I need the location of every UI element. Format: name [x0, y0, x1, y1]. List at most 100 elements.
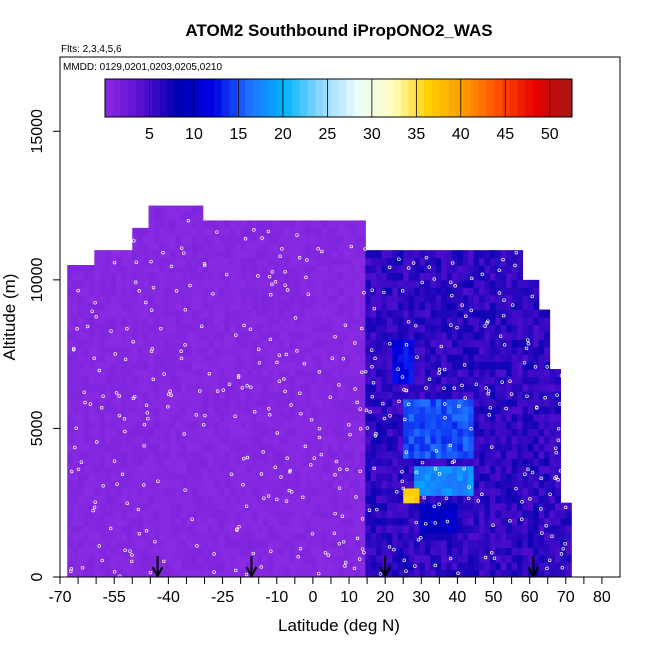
field-cell: [132, 235, 139, 244]
sample-point: [251, 551, 256, 556]
field-cell: [527, 450, 534, 459]
field-cell: [164, 309, 171, 318]
field-cell: [435, 525, 442, 534]
field-cell: [224, 510, 231, 519]
field-cell: [197, 317, 204, 326]
field-cell: [452, 510, 459, 519]
field-cell: [153, 539, 160, 548]
field-cell: [446, 517, 453, 526]
field-cell: [386, 443, 393, 452]
field-cell: [284, 265, 291, 274]
field-cell: [376, 458, 383, 467]
field-cell: [517, 562, 524, 571]
field-cell: [332, 257, 339, 266]
field-cell: [229, 435, 236, 444]
field-cell: [229, 346, 236, 355]
field-cell: [332, 487, 339, 496]
sample-point: [195, 544, 199, 548]
field-cell: [256, 317, 263, 326]
field-cell: [202, 517, 209, 526]
field-cell: [305, 383, 312, 392]
field-cell: [78, 495, 85, 504]
field-cell: [181, 213, 188, 222]
field-cell: [414, 250, 421, 259]
sample-point: [558, 469, 563, 473]
field-cell: [311, 539, 318, 548]
field-cell: [359, 346, 366, 355]
field-cell: [88, 480, 95, 489]
field-cell: [88, 458, 95, 467]
sample-point: [437, 502, 441, 507]
field-cell: [186, 435, 193, 444]
sample-point: [109, 329, 113, 333]
field-cell: [99, 383, 106, 392]
field-cell: [354, 376, 361, 385]
field-cell: [262, 361, 269, 370]
field-cell: [213, 539, 220, 548]
field-cell: [506, 458, 513, 467]
field-cell: [186, 361, 193, 370]
field-cell: [246, 309, 253, 318]
field-cell: [159, 421, 166, 430]
field-cell: [202, 279, 209, 288]
field-cell: [479, 517, 486, 526]
sample-point: [93, 300, 97, 305]
field-cell: [132, 361, 139, 370]
field-cell: [517, 309, 524, 318]
field-cell: [143, 287, 150, 296]
field-cell: [495, 383, 502, 392]
field-cell: [300, 443, 307, 452]
field-cell: [506, 331, 513, 340]
field-cell: [370, 391, 377, 400]
field-cell: [99, 413, 106, 422]
field-cell: [408, 302, 415, 311]
field-cell: [327, 227, 334, 236]
field-cell: [78, 324, 85, 333]
colorbar-swatch: [159, 79, 168, 117]
field-cell: [332, 569, 339, 577]
field-cell: [164, 302, 171, 311]
field-cell: [424, 562, 431, 571]
y-tick-label: 5000: [29, 411, 46, 447]
field-cell: [468, 465, 475, 474]
field-cell: [446, 361, 453, 370]
field-cell: [229, 294, 236, 303]
sample-point: [543, 396, 547, 400]
field-cell: [489, 539, 496, 548]
sample-point: [556, 426, 561, 431]
field-cell: [273, 287, 280, 296]
field-cell: [414, 458, 421, 467]
field-cell: [267, 562, 274, 571]
field-cell: [208, 339, 215, 348]
field-cell: [175, 205, 182, 214]
field-cell: [240, 480, 247, 489]
field-cell: [202, 383, 209, 392]
field-cell: [99, 250, 106, 259]
plot-area: [67, 205, 572, 577]
field-cell: [500, 421, 507, 430]
field-cell: [473, 391, 480, 400]
field-cell: [468, 525, 475, 534]
field-cell: [181, 383, 188, 392]
field-cell: [392, 272, 399, 281]
colorbar-tick-label: 25: [318, 126, 336, 143]
field-cell: [506, 421, 513, 430]
field-cell: [484, 525, 491, 534]
sample-point: [414, 470, 419, 475]
field-cell: [343, 487, 350, 496]
field-cell: [522, 473, 529, 482]
field-cell: [489, 480, 496, 489]
field-cell: [381, 324, 388, 333]
field-cell: [251, 346, 258, 355]
field-cell: [235, 250, 242, 259]
field-cell: [441, 480, 448, 489]
field-cell: [430, 339, 437, 348]
sample-point: [480, 272, 485, 277]
sample-point: [148, 570, 153, 575]
field-cell: [159, 235, 166, 244]
field-cell: [67, 547, 74, 556]
field-cell: [462, 398, 469, 407]
field-cell: [495, 495, 502, 504]
field-cell: [284, 428, 291, 437]
field-cell: [246, 510, 253, 519]
